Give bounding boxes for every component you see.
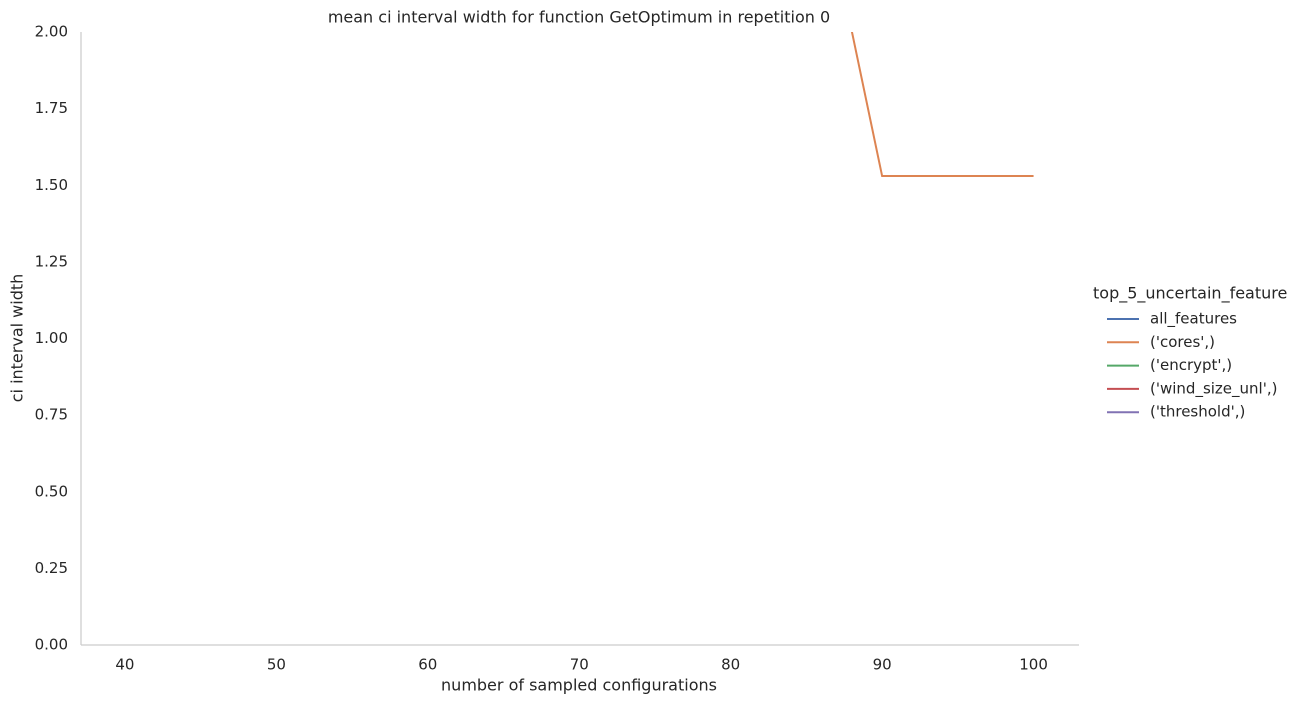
x-tick-label: 60 [418,656,437,674]
legend-label: ('cores',) [1150,333,1215,351]
x-tick-label: 80 [721,656,740,674]
series-line [850,32,1034,178]
legend-title: top_5_uncertain_feature [1093,284,1287,304]
y-tick-label: 0.50 [35,482,68,500]
y-axis-label: ci interval width [8,274,27,403]
y-tick-label: 1.25 [35,252,68,270]
x-axis-label: number of sampled configurations [441,676,717,695]
legend-label: ('wind_size_unl',) [1150,379,1277,398]
x-tick-label: 100 [1019,656,1048,674]
y-tick-label: 0.25 [35,559,68,577]
y-tick-label: 0.75 [35,406,68,424]
plot-area [850,32,1034,178]
y-tick-label: 1.50 [35,176,68,194]
x-tick-label: 40 [115,656,134,674]
x-tick-label: 90 [873,656,892,674]
legend-label: ('threshold',) [1150,403,1245,421]
legend-label: all_features [1150,310,1237,329]
chart-title: mean ci interval width for function GetO… [328,8,830,27]
y-tick-label: 1.75 [35,99,68,117]
y-tick-label: 2.00 [35,23,68,41]
y-tick-label: 0.00 [35,636,68,654]
legend-label: ('encrypt',) [1150,356,1232,374]
x-tick-label: 70 [570,656,589,674]
x-tick-label: 50 [267,656,286,674]
y-tick-label: 1.00 [35,329,68,347]
